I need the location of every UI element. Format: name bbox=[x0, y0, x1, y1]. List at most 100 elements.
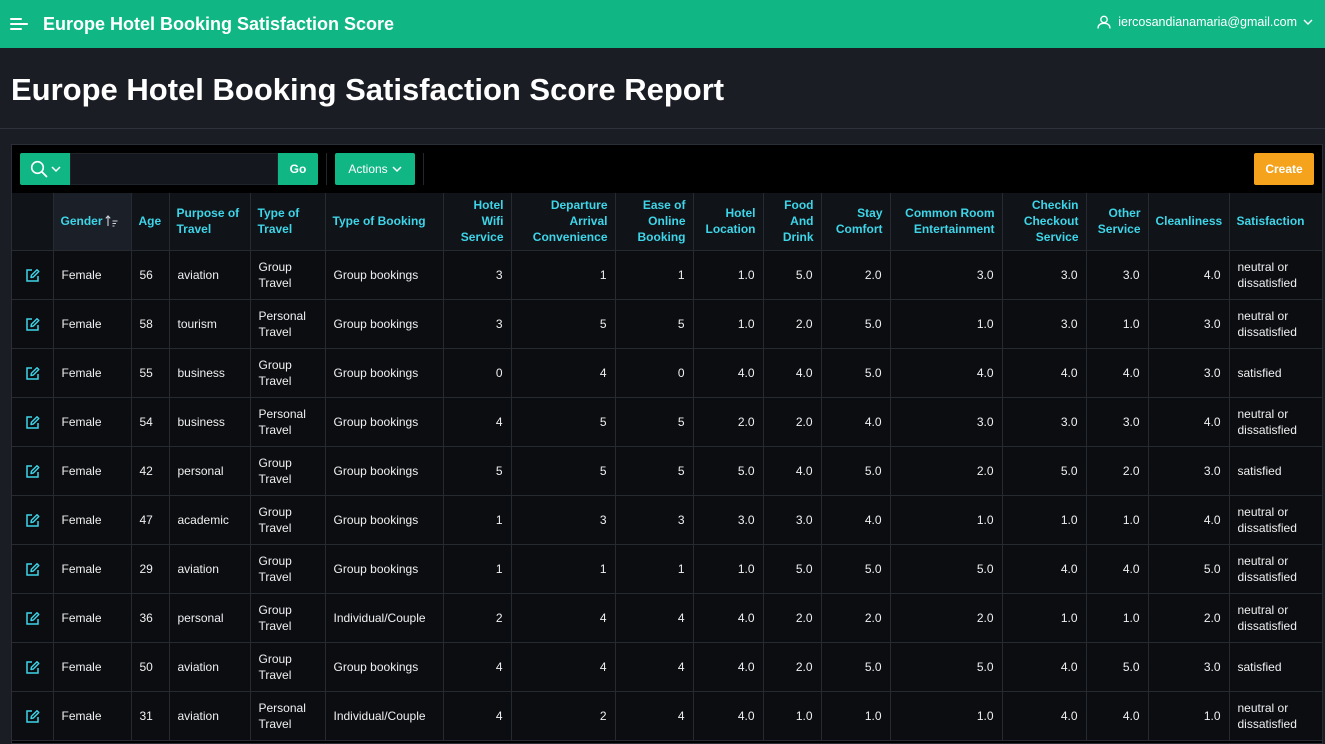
chevron-down-icon bbox=[392, 165, 402, 172]
column-header-gender[interactable]: Gender bbox=[53, 193, 132, 251]
cell-stay-comfort: 2.0 bbox=[821, 593, 891, 643]
cell-other-service: 2.0 bbox=[1086, 446, 1149, 496]
column-header-hotel-location[interactable]: Hotel Location bbox=[693, 193, 764, 251]
column-header-label: Gender bbox=[60, 214, 103, 229]
create-button[interactable]: Create bbox=[1254, 153, 1314, 185]
sort-ascending-icon bbox=[104, 215, 118, 227]
column-header-cleanliness[interactable]: Cleanliness bbox=[1148, 193, 1230, 251]
edit-icon[interactable] bbox=[25, 513, 40, 528]
column-header-ease-of-online-booking[interactable]: Ease of Online Booking bbox=[615, 193, 694, 251]
column-header-common-room-entertainment[interactable]: Common Room Entertainment bbox=[890, 193, 1003, 251]
column-header-stay-comfort[interactable]: Stay Comfort bbox=[821, 193, 891, 251]
cell-cleanliness: 3.0 bbox=[1148, 348, 1230, 398]
actions-button[interactable]: Actions bbox=[335, 153, 415, 185]
cell-satisfaction: neutral or dissatisfied bbox=[1229, 495, 1323, 545]
cell-ease-of-online-booking: 1 bbox=[615, 250, 694, 300]
cell-gender: Female bbox=[53, 348, 132, 398]
edit-icon[interactable] bbox=[25, 562, 40, 577]
cell-hotel-location: 4.0 bbox=[693, 348, 764, 398]
column-header-checkin-checkout-service[interactable]: Checkin Checkout Service bbox=[1002, 193, 1087, 251]
cell-hotel-location: 1.0 bbox=[693, 250, 764, 300]
edit-icon[interactable] bbox=[25, 366, 40, 381]
cell-satisfaction: neutral or dissatisfied bbox=[1229, 691, 1323, 741]
cell-checkin-checkout-service: 4.0 bbox=[1002, 691, 1087, 741]
cell-gender: Female bbox=[53, 593, 132, 643]
table-row: Female 29 aviation Group Travel Group bookin… bbox=[12, 544, 1323, 594]
cell-common-room-entertainment: 1.0 bbox=[890, 495, 1003, 545]
column-header-label: Checkin Checkout Service bbox=[1023, 198, 1079, 245]
edit-cell[interactable] bbox=[12, 642, 54, 692]
cell-ease-of-online-booking: 5 bbox=[615, 446, 694, 496]
column-header-label: Common Room Entertainment bbox=[905, 206, 995, 237]
report-toolbar: Go Actions Create bbox=[12, 145, 1322, 193]
cell-gender: Female bbox=[53, 544, 132, 594]
cell-hotel-location: 1.0 bbox=[693, 299, 764, 349]
cell-hotel-location: 1.0 bbox=[693, 544, 764, 594]
edit-cell[interactable] bbox=[12, 446, 54, 496]
cell-gender: Female bbox=[53, 397, 132, 447]
edit-cell[interactable] bbox=[12, 348, 54, 398]
column-header-satisfaction[interactable]: Satisfaction bbox=[1229, 193, 1323, 251]
column-header-type-of-booking[interactable]: Type of Booking bbox=[325, 193, 444, 251]
cell-age: 56 bbox=[131, 250, 170, 300]
edit-cell[interactable] bbox=[12, 495, 54, 545]
cell-food-and-drink: 3.0 bbox=[763, 495, 822, 545]
edit-cell[interactable] bbox=[12, 544, 54, 594]
go-button[interactable]: Go bbox=[278, 153, 318, 185]
cell-hotel-location: 4.0 bbox=[693, 691, 764, 741]
cell-hotel-wifi-service: 0 bbox=[443, 348, 512, 398]
edit-icon[interactable] bbox=[25, 709, 40, 724]
page-title: Europe Hotel Booking Satisfaction Score … bbox=[11, 72, 725, 107]
cell-food-and-drink: 1.0 bbox=[763, 691, 822, 741]
cell-type-of-booking: Individual/Couple bbox=[325, 691, 444, 741]
column-header-age[interactable]: Age bbox=[131, 193, 170, 251]
search-column-selector[interactable] bbox=[20, 153, 70, 185]
edit-cell[interactable] bbox=[12, 691, 54, 741]
cell-type-of-booking: Group bookings bbox=[325, 495, 444, 545]
report-region: Go Actions Create Gender Age Purpose of Tr… bbox=[11, 144, 1323, 744]
edit-icon[interactable] bbox=[25, 464, 40, 479]
toolbar-divider bbox=[423, 153, 424, 185]
hamburger-icon[interactable] bbox=[10, 16, 28, 32]
app-title[interactable]: Europe Hotel Booking Satisfaction Score bbox=[43, 14, 395, 34]
column-header-type-of-travel[interactable]: Type of Travel bbox=[250, 193, 326, 251]
search-input[interactable] bbox=[70, 153, 278, 185]
cell-checkin-checkout-service: 4.0 bbox=[1002, 642, 1087, 692]
column-header-hotel-wifi-service[interactable]: Hotel Wifi Service bbox=[443, 193, 512, 251]
cell-stay-comfort: 4.0 bbox=[821, 397, 891, 447]
edit-icon[interactable] bbox=[25, 660, 40, 675]
column-header-purpose-of-travel[interactable]: Purpose of Travel bbox=[169, 193, 251, 251]
cell-hotel-wifi-service: 3 bbox=[443, 299, 512, 349]
column-header-departure-arrival-convenience[interactable]: Departure Arrival Convenience bbox=[511, 193, 616, 251]
cell-departure-arrival-convenience: 5 bbox=[511, 397, 616, 447]
edit-cell[interactable] bbox=[12, 250, 54, 300]
cell-age: 58 bbox=[131, 299, 170, 349]
edit-icon[interactable] bbox=[25, 268, 40, 283]
column-header-label: Other Service bbox=[1097, 206, 1141, 237]
column-header-food-and-drink[interactable]: Food And Drink bbox=[763, 193, 822, 251]
cell-stay-comfort: 5.0 bbox=[821, 446, 891, 496]
cell-stay-comfort: 5.0 bbox=[821, 348, 891, 398]
cell-ease-of-online-booking: 5 bbox=[615, 397, 694, 447]
cell-checkin-checkout-service: 3.0 bbox=[1002, 397, 1087, 447]
chevron-down-icon bbox=[1303, 19, 1313, 25]
cell-stay-comfort: 5.0 bbox=[821, 544, 891, 594]
cell-type-of-travel: Group Travel bbox=[250, 593, 326, 643]
edit-icon[interactable] bbox=[25, 415, 40, 430]
cell-gender: Female bbox=[53, 691, 132, 741]
edit-icon[interactable] bbox=[25, 611, 40, 626]
cell-ease-of-online-booking: 4 bbox=[615, 691, 694, 741]
cell-gender: Female bbox=[53, 250, 132, 300]
column-header-other-service[interactable]: Other Service bbox=[1086, 193, 1149, 251]
user-menu[interactable]: iercosandianamaria@gmail.com bbox=[1097, 15, 1313, 29]
edit-cell[interactable] bbox=[12, 593, 54, 643]
edit-cell[interactable] bbox=[12, 299, 54, 349]
cell-type-of-booking: Group bookings bbox=[325, 348, 444, 398]
cell-departure-arrival-convenience: 3 bbox=[511, 495, 616, 545]
cell-type-of-travel: Group Travel bbox=[250, 348, 326, 398]
edit-icon[interactable] bbox=[25, 317, 40, 332]
app-header: Europe Hotel Booking Satisfaction Score … bbox=[0, 0, 1325, 48]
cell-common-room-entertainment: 1.0 bbox=[890, 691, 1003, 741]
cell-purpose-of-travel: tourism bbox=[169, 299, 251, 349]
edit-cell[interactable] bbox=[12, 397, 54, 447]
